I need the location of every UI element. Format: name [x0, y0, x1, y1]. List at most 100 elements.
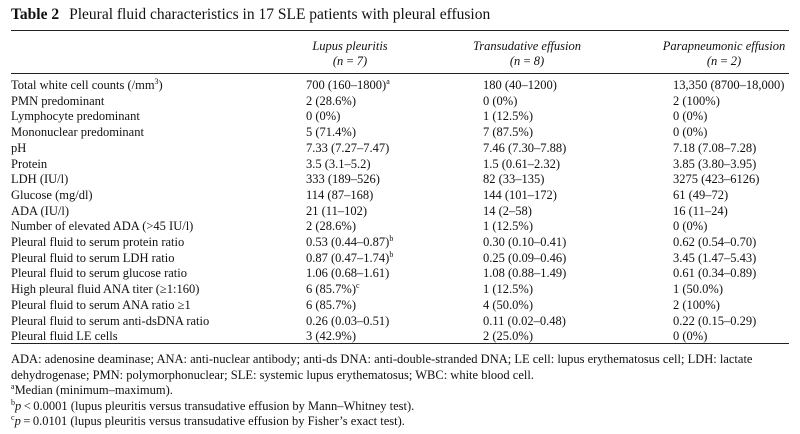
column-header-transudative: Transudative effusion (n = 8) [473, 39, 581, 68]
table-cell: 3 (42.9%) [306, 329, 356, 344]
footnote-abbreviations: ADA: adenosine deaminase; ANA: anti-nucl… [11, 352, 753, 382]
table-row: Protein 3.5 (3.1–5.2) 1.5 (0.61–2.32) 3.85 … [0, 156, 800, 172]
table-cell: 0 (0%) [673, 109, 708, 124]
table-cell: 0 (0%) [673, 125, 708, 140]
table-row: pH 7.33 (7.27–7.47) 7.46 (7.30–7.88) 7.18 (… [0, 140, 800, 156]
table-caption: Pleural fluid characteristics in 17 SLE … [69, 6, 491, 23]
row-label: Pleural fluid to serum protein ratio [11, 235, 185, 249]
table-cell: 3275 (423–6126) [673, 172, 760, 187]
table-cell: 1 (12.5%) [483, 282, 533, 297]
table-row: Pleural fluid to serum ANA ratio ≥1 6 (85… [0, 297, 800, 313]
footnote-c: cp = 0.0101 (lupus pleuritis versus tran… [11, 413, 405, 429]
table-cell: 0.62 (0.54–0.70) [673, 235, 757, 249]
row-label: ADA (IU/l) [11, 203, 69, 218]
table-cell: 0 (0%) [306, 109, 341, 124]
row-label: Pleural fluid to serum anti-dsDNA ratio [11, 313, 210, 328]
table-cell: 4 (50.0%) [483, 297, 533, 312]
table-row: LDH (IU/l) 333 (189–526) 82 (33–135) 3275 (… [0, 171, 800, 187]
row-label: Pleural fluid LE cells [11, 329, 118, 344]
table-cell: 82 (33–135) [483, 172, 545, 187]
table-cell: 7.33 (7.27–7.47) [306, 140, 390, 155]
table-cell: 144 (101–172) [483, 187, 557, 202]
table-cell: 0.25 (0.09–0.46) [483, 250, 567, 265]
table-cell: 0 (0%) [673, 219, 708, 234]
table-cell: 1.5 (0.61–2.32) [483, 156, 561, 171]
table-row: Glucose (mg/dl) 114 (87–168) 144 (101–172)… [0, 187, 800, 203]
table-cell: 7.18 (7.08–7.28) [673, 140, 757, 155]
column-header-lupus: Lupus pleuritis (n = 7) [312, 39, 388, 68]
table-row: High pleural fluid ANA titer (≥1:160) 6 (… [0, 281, 800, 297]
row-label: Mononuclear predominant [11, 125, 144, 140]
row-label: Lymphocyte predominant [11, 109, 140, 124]
table-cell: 2 (100%) [673, 93, 720, 108]
table-cell: 0.30 (0.10–0.41) [483, 235, 567, 249]
footnotes: ADA: adenosine deaminase; ANA: anti-nucl… [11, 352, 789, 430]
table-row: Number of elevated ADA (>45 IU/l) 2 (28.6… [0, 218, 800, 234]
table-row: PMN predominant 2 (28.6%) 0 (0%) 2 (100%) [0, 93, 800, 109]
table-cell: 3.45 (1.47–5.43) [673, 250, 757, 265]
table-cell: 14 (2–58) [483, 203, 532, 218]
footnote-b: bp < 0.0001 (lupus pleuritis versus tran… [11, 397, 415, 413]
table-row: Lymphocyte predominant 0 (0%) 1 (12.5%) 0 (… [0, 108, 800, 124]
table-cell: 0.61 (0.34–0.89) [673, 266, 757, 281]
table-cell: 13,350 (8700–18,000) [673, 78, 785, 92]
table-cell: 180 (40–1200) [483, 78, 557, 92]
table-cell: 2 (25.0%) [483, 329, 533, 344]
table-row: Pleural fluid to serum protein ratio 0.53… [0, 234, 800, 250]
bottom-rule [11, 343, 789, 344]
table-row: Pleural fluid to serum LDH ratio 0.87 (0.… [0, 250, 800, 266]
table-cell: 1.08 (0.88–1.49) [483, 266, 567, 281]
table-cell: 0 (0%) [483, 93, 518, 108]
table-row: Mononuclear predominant 5 (71.4%) 7 (87.5%… [0, 124, 800, 140]
top-rule [11, 30, 789, 31]
row-label: High pleural fluid ANA titer (≥1:160) [11, 282, 200, 297]
table-cell: 0.11 (0.02–0.48) [483, 313, 566, 328]
table-row: Pleural fluid to serum glucose ratio 1.06… [0, 265, 800, 281]
table-cell: 2 (28.6%) [306, 93, 356, 108]
table-cell: 2 (100%) [673, 297, 720, 312]
table-cell: 6 (85.7%)c [306, 281, 360, 297]
row-label: PMN predominant [11, 93, 105, 108]
table-row: Pleural fluid to serum anti-dsDNA ratio 0… [0, 313, 800, 329]
table-cell: 1 (50.0%) [673, 282, 723, 297]
table-cell: 3.85 (3.80–3.95) [673, 156, 757, 171]
table-cell: 2 (28.6%) [306, 219, 356, 234]
footnote-a: aMedian (minimum–maximum). [11, 382, 173, 398]
row-label: Pleural fluid to serum ANA ratio ≥1 [11, 297, 191, 312]
row-label: Pleural fluid to serum glucose ratio [11, 266, 188, 281]
table-cell: 16 (11–24) [673, 203, 728, 218]
table-cell: 0.26 (0.03–0.51) [306, 313, 390, 328]
table-title: Table 2 Pleural fluid characteristics in … [11, 6, 490, 24]
table-cell: 0.87 (0.47–1.74)b [306, 249, 394, 265]
table-cell: 3.5 (3.1–5.2) [306, 156, 371, 171]
header-rule [11, 73, 789, 74]
row-label: Pleural fluid to serum LDH ratio [11, 250, 175, 265]
column-header-parapneumonic: Parapneumonic effusion (n = 2) [662, 39, 786, 68]
table-cell: 5 (71.4%) [306, 125, 356, 140]
table-row: Total white cell counts (/mm3) 700 (160–1… [0, 77, 800, 93]
table-cell: 0 (0%) [673, 329, 708, 344]
table-cell: 0.53 (0.44–0.87)b [306, 234, 394, 250]
row-label: Total white cell counts (/mm3) [11, 77, 163, 93]
table-cell: 1.06 (0.68–1.61) [306, 266, 390, 281]
table-cell: 61 (49–72) [673, 187, 729, 202]
table-cell: 0.22 (0.15–0.29) [673, 313, 757, 328]
table-cell: 7 (87.5%) [483, 125, 533, 140]
table-cell: 1 (12.5%) [483, 109, 533, 124]
table-cell: 21 (11–102) [306, 203, 367, 218]
row-label: Glucose (mg/dl) [11, 187, 93, 202]
table-cell: 333 (189–526) [306, 172, 380, 187]
table-cell: 6 (85.7%) [306, 297, 356, 312]
row-label: LDH (IU/l) [11, 172, 69, 187]
row-label: Protein [11, 156, 48, 171]
row-label: Number of elevated ADA (>45 IU/l) [11, 219, 194, 234]
table-cell: 7.46 (7.30–7.88) [483, 140, 567, 155]
table-row: ADA (IU/l) 21 (11–102) 14 (2–58) 16 (11–24) [0, 203, 800, 219]
table-cell: 1 (12.5%) [483, 219, 533, 234]
table-cell: 114 (87–168) [306, 187, 374, 202]
table-row: Pleural fluid LE cells 3 (42.9%) 2 (25.0%)… [0, 328, 800, 344]
row-label: pH [11, 140, 27, 155]
table-cell: 700 (160–1800)a [306, 77, 390, 93]
table-label: Table 2 [11, 6, 60, 23]
